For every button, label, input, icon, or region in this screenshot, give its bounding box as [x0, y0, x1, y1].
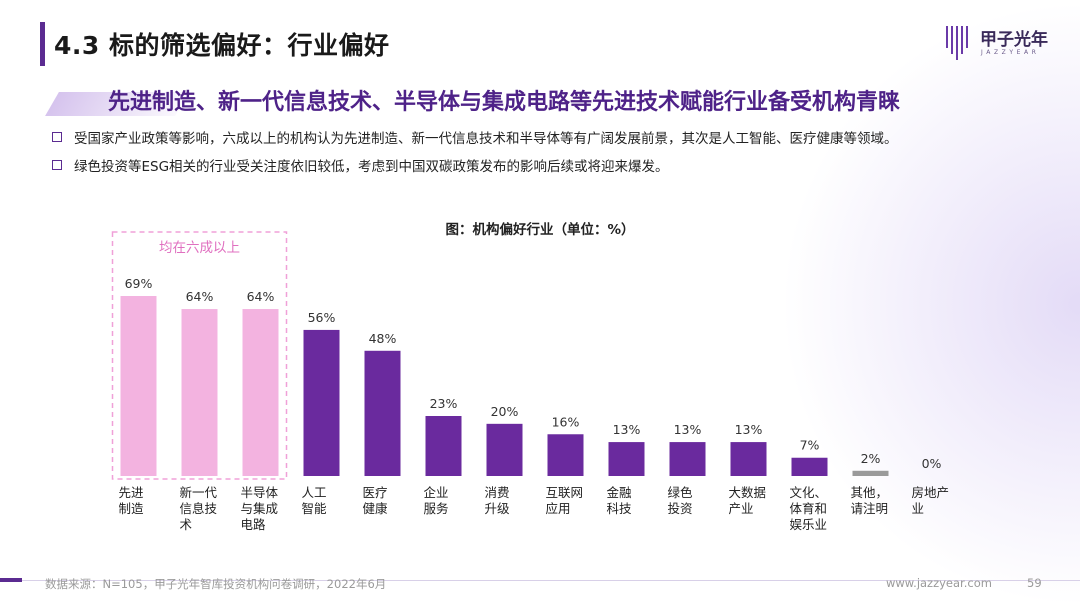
- data-label: 48%: [369, 331, 397, 346]
- footer-accent: [0, 578, 22, 582]
- category-label: 其他，: [851, 485, 889, 500]
- logo-mark-icon: [946, 26, 968, 60]
- data-label: 20%: [491, 404, 519, 419]
- data-label: 56%: [308, 310, 336, 325]
- category-label: 医疗: [363, 485, 388, 500]
- website-link[interactable]: www.jazzyear.com: [886, 576, 992, 590]
- bar: [181, 309, 218, 476]
- category-label: 先进: [119, 485, 145, 500]
- category-label: 科技: [607, 501, 633, 516]
- page-subtitle: 先进制造、新一代信息技术、半导体与集成电路等先进技术赋能行业备受机构青睐: [108, 90, 901, 115]
- data-label: 0%: [922, 456, 942, 471]
- bar: [791, 457, 828, 476]
- category-label: 应用: [546, 501, 571, 516]
- data-label: 64%: [247, 289, 275, 304]
- bullet-list: 受国家产业政策等影响，六成以上的机构认为先进制造、新一代信息技术和半导体等有广阔…: [52, 127, 1052, 183]
- bullet-text: 绿色投资等ESG相关的行业受关注度依旧较低，考虑到中国双碳政策发布的影响后续或将…: [74, 159, 669, 175]
- bar: [303, 329, 340, 476]
- category-label: 请注明: [851, 501, 889, 516]
- category-label: 投资: [668, 501, 693, 516]
- category-label: 互联网: [546, 485, 584, 500]
- category-label: 金融: [607, 485, 633, 500]
- bullet-square-icon: [52, 132, 62, 142]
- category-label: 业: [912, 501, 925, 516]
- category-label: 文化、: [790, 485, 828, 500]
- logo-tagline: JAZZYEAR: [981, 49, 1040, 56]
- bar: [669, 442, 706, 476]
- category-label: 企业: [424, 485, 449, 500]
- category-label: 术: [180, 517, 193, 532]
- data-label: 64%: [186, 289, 214, 304]
- category-label: 产业: [729, 501, 754, 516]
- bar: [486, 423, 523, 476]
- bar: [120, 296, 157, 476]
- bar: [852, 470, 889, 476]
- page-number: 59: [1027, 576, 1042, 590]
- brand-logo: 甲子光年 JAZZYEAR: [944, 22, 1054, 66]
- category-label: 人工: [302, 485, 327, 500]
- category-label: 大数据: [729, 485, 767, 500]
- chart-title: 图：机构偏好行业（单位：%）: [445, 222, 635, 238]
- data-source: 数据来源：N=105，甲子光年智库投资机构问卷调研，2022年6月: [45, 577, 387, 591]
- highlight-label: 均在六成以上: [159, 240, 240, 256]
- bar: [364, 350, 401, 476]
- category-label: 新一代: [180, 485, 218, 500]
- category-label: 健康: [363, 501, 389, 516]
- highlight-box: [111, 231, 288, 480]
- bar-chart: 均在六成以上 69% 先进制造 64% 新一代信息技术 64% 半导体与集成电路 56% 人工智…: [111, 231, 950, 532]
- bullet-square-icon: [52, 160, 62, 170]
- category-label: 服务: [424, 501, 449, 516]
- data-label: 69%: [125, 276, 153, 291]
- category-label: 消费: [485, 485, 510, 500]
- bar: [242, 309, 279, 476]
- data-label: 23%: [430, 396, 458, 411]
- bar: [608, 442, 645, 476]
- bar: [730, 442, 767, 476]
- data-label: 2%: [861, 451, 881, 466]
- footer-divider: [0, 580, 1080, 581]
- data-label: 13%: [613, 422, 641, 437]
- category-label: 制造: [119, 501, 145, 516]
- category-label: 体育和: [790, 501, 828, 516]
- data-label: 13%: [674, 422, 702, 437]
- category-label: 电路: [241, 517, 267, 532]
- category-label: 半导体: [241, 485, 279, 500]
- data-label: 13%: [735, 422, 763, 437]
- category-label: 与集成: [241, 501, 279, 516]
- bar: [425, 416, 462, 476]
- category-label: 智能: [302, 501, 328, 516]
- page-title: 4.3 标的筛选偏好：行业偏好: [54, 31, 390, 60]
- title-accent-bar: [40, 22, 45, 66]
- data-label: 7%: [800, 438, 820, 453]
- category-label: 房地产: [912, 485, 950, 500]
- bullet-item: 绿色投资等ESG相关的行业受关注度依旧较低，考虑到中国双碳政策发布的影响后续或将…: [52, 155, 1052, 183]
- category-label: 娱乐业: [790, 517, 828, 532]
- data-label: 16%: [552, 414, 580, 429]
- bar: [547, 434, 584, 476]
- category-label: 升级: [485, 501, 511, 516]
- logo-name: 甲子光年: [980, 30, 1048, 50]
- bullet-text: 受国家产业政策等影响，六成以上的机构认为先进制造、新一代信息技术和半导体等有广阔…: [74, 131, 898, 147]
- bullet-item: 受国家产业政策等影响，六成以上的机构认为先进制造、新一代信息技术和半导体等有广阔…: [52, 127, 1052, 155]
- category-label: 信息技: [180, 501, 218, 516]
- category-label: 绿色: [668, 485, 694, 500]
